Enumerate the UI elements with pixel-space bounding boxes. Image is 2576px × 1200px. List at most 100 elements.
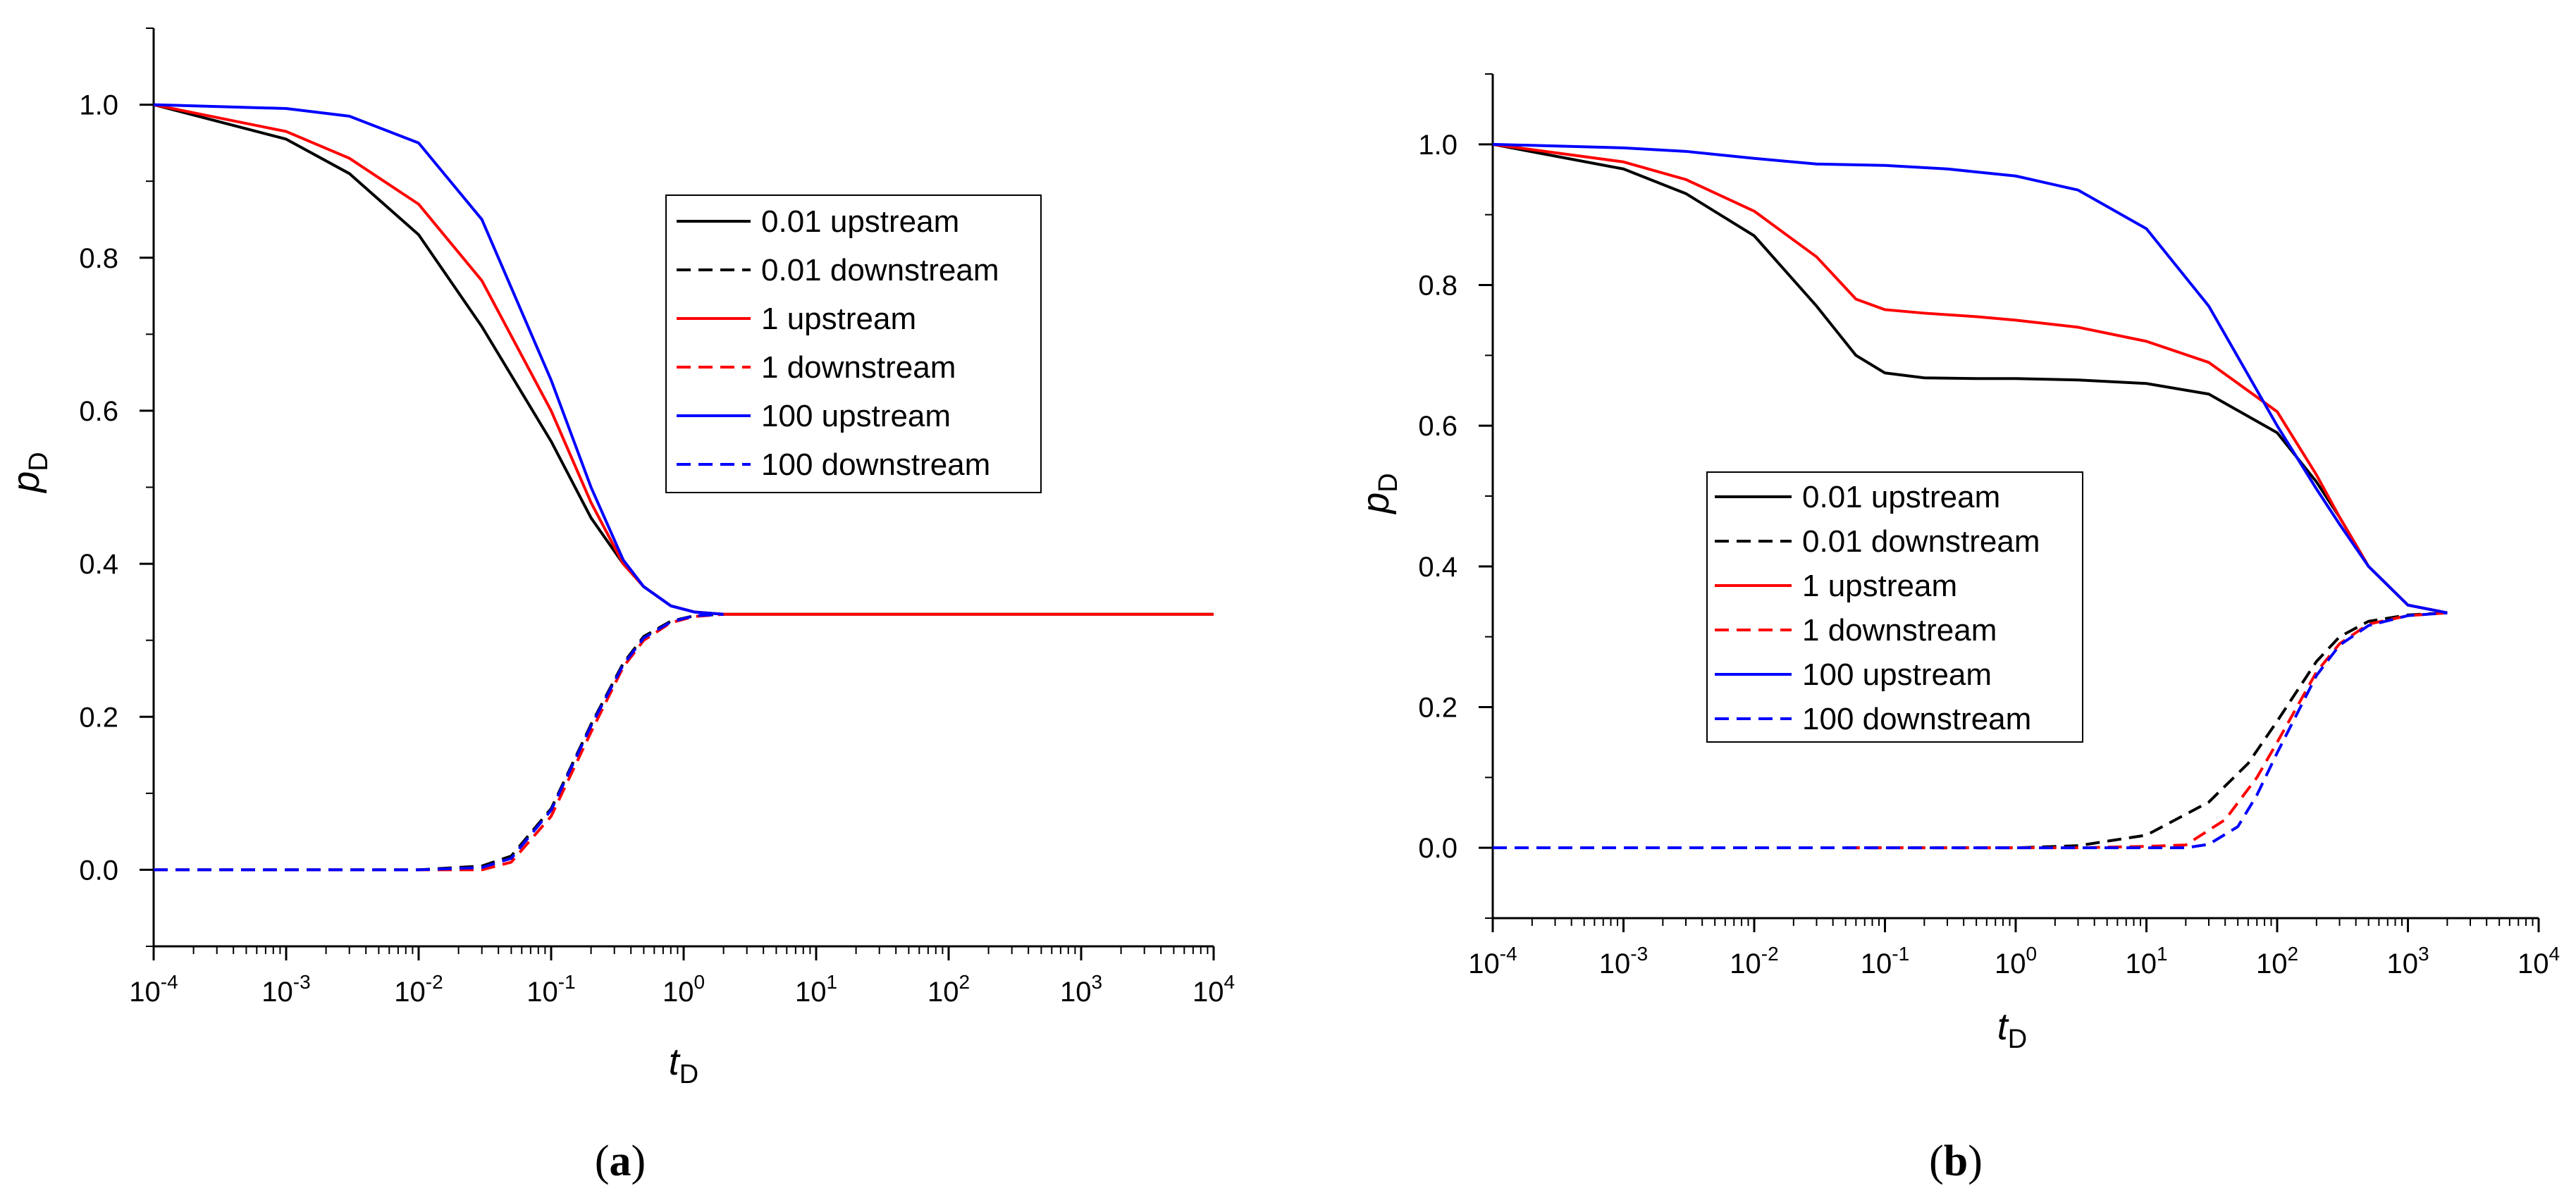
- x-tick-base: 10: [2518, 948, 2549, 979]
- x-tick-exponent: -4: [161, 971, 178, 993]
- series-line-1-upstream: [1492, 142, 2448, 614]
- legend-label: 0.01 downstream: [761, 253, 999, 287]
- x-tick-label: 101: [2125, 943, 2167, 979]
- legend-label: 0.01 downstream: [1802, 524, 2040, 559]
- x-tick-base: 10: [526, 977, 558, 1008]
- x-tick-base: 10: [663, 977, 694, 1008]
- panel-b-label: (b): [1929, 1137, 1983, 1185]
- x-tick-label: 103: [2386, 943, 2429, 979]
- x-tick-exponent: 1: [826, 971, 837, 993]
- x-tick-label: 100: [1995, 943, 2037, 979]
- legend-label: 1 upstream: [1802, 569, 1957, 603]
- x-tick-exponent: -1: [1892, 943, 1909, 965]
- legend-box: [665, 194, 1042, 493]
- x-tick-exponent: 4: [2549, 943, 2560, 965]
- x-tick-base: 10: [261, 977, 293, 1008]
- y-tick-label: 0.2: [79, 702, 118, 733]
- panel-b: 10-4 10-3 10-2 10-1 100 101 102 103 1040.00.20.4…: [1355, 73, 2560, 1054]
- x-tick-label: 10-1: [526, 971, 575, 1008]
- x-tick-base: 10: [1193, 977, 1224, 1008]
- x-tick-label: 100: [663, 971, 705, 1008]
- x-tick-exponent: 4: [1224, 971, 1235, 993]
- x-tick-base: 10: [1995, 948, 2026, 979]
- x-axis-title-sub: D: [2008, 1025, 2027, 1054]
- y-tick-label: 0.0: [1418, 833, 1458, 864]
- x-tick-label: 104: [2518, 943, 2560, 979]
- x-tick-exponent: 1: [2157, 943, 2168, 965]
- x-tick-base: 10: [1861, 948, 1892, 979]
- y-tick-label: 1.0: [79, 90, 118, 121]
- x-tick-exponent: 0: [2026, 943, 2037, 965]
- x-tick-base: 10: [129, 977, 161, 1008]
- x-tick-label: 102: [2256, 943, 2298, 979]
- x-tick-exponent: 2: [2287, 943, 2298, 965]
- x-tick-base: 10: [394, 977, 426, 1008]
- y-tick-label: 0.6: [79, 396, 118, 427]
- y-axis-title-sub: D: [24, 452, 54, 471]
- x-tick-exponent: -2: [1761, 943, 1779, 965]
- legend-label: 100 upstream: [1802, 657, 1992, 692]
- x-tick-exponent: 0: [694, 971, 705, 993]
- y-tick-label: 0.6: [1418, 411, 1458, 442]
- legend-label: 0.01 upstream: [761, 204, 959, 239]
- x-tick-exponent: -3: [293, 971, 311, 993]
- x-axis-title: tD: [1997, 1006, 2027, 1054]
- y-axis-title-sub: D: [1374, 473, 1403, 492]
- legend-label: 1 upstream: [761, 302, 916, 336]
- x-tick-label: 10-3: [261, 971, 310, 1008]
- x-tick-base: 10: [1060, 977, 1092, 1008]
- x-axis-title-main: t: [669, 1041, 681, 1083]
- x-axis-title-sub: D: [679, 1060, 698, 1089]
- x-tick-label: 10-4: [1468, 943, 1517, 979]
- legend-label: 1 downstream: [1802, 613, 1997, 648]
- x-tick-exponent: 2: [959, 971, 970, 993]
- legend-label: 1 downstream: [761, 350, 956, 385]
- x-tick-base: 10: [795, 977, 827, 1008]
- legend-label: 100 downstream: [761, 447, 990, 482]
- y-axis-title: pD: [1355, 473, 1403, 515]
- y-tick-label: 1.0: [1418, 130, 1458, 161]
- x-tick-base: 10: [1730, 948, 1761, 979]
- x-tick-label: 101: [795, 971, 837, 1008]
- series-line-100-downstream: [154, 612, 724, 872]
- x-tick-base: 10: [1468, 948, 1500, 979]
- y-axis-title-main: p: [5, 471, 47, 494]
- legend-label: 100 upstream: [761, 399, 951, 433]
- series-line-0_01-downstream: [1845, 611, 2448, 850]
- x-tick-exponent: -3: [1630, 943, 1648, 965]
- series-line-100-downstream: [1493, 611, 2448, 850]
- x-axis-title: tD: [669, 1041, 698, 1089]
- y-tick-label: 0.0: [79, 855, 118, 886]
- y-axis-title-main: p: [1355, 493, 1397, 515]
- x-tick-base: 10: [2386, 948, 2418, 979]
- x-tick-base: 10: [1599, 948, 1631, 979]
- x-tick-label: 102: [928, 971, 970, 1008]
- legend-label: 100 downstream: [1802, 702, 2031, 736]
- y-tick-label: 0.2: [1418, 693, 1458, 724]
- y-tick-label: 0.4: [79, 549, 118, 580]
- x-tick-base: 10: [2256, 948, 2288, 979]
- x-tick-label: 103: [1060, 971, 1102, 1008]
- y-tick-label: 0.8: [1418, 271, 1458, 302]
- y-tick-label: 0.8: [79, 243, 118, 274]
- legend-box: [1706, 471, 2083, 743]
- legend-label: 0.01 upstream: [1802, 480, 2000, 514]
- x-tick-label: 10-2: [1730, 943, 1778, 979]
- x-tick-exponent: -2: [426, 971, 443, 993]
- panel-a: 10-4 10-3 10-2 10-1 100 101 102 103 1040.00.20.4…: [5, 27, 1235, 1089]
- y-axis-title: pD: [5, 452, 54, 494]
- y-tick-label: 0.4: [1418, 552, 1458, 583]
- series-line-100-upstream: [153, 103, 724, 616]
- x-tick-exponent: -1: [558, 971, 576, 993]
- legend: 0.01 upstream 0.01 downstream 1 upstream 1 …: [1706, 471, 2083, 743]
- x-axis-title-main: t: [1997, 1006, 2009, 1048]
- x-tick-exponent: 3: [2418, 943, 2429, 965]
- x-tick-label: 10-3: [1599, 943, 1648, 979]
- x-tick-exponent: -4: [1500, 943, 1517, 965]
- x-tick-label: 10-1: [1861, 943, 1909, 979]
- series-line-100-upstream: [1492, 142, 2448, 614]
- x-tick-base: 10: [928, 977, 959, 1008]
- panel-a-label: (a): [595, 1137, 646, 1185]
- x-tick-exponent: 3: [1091, 971, 1102, 993]
